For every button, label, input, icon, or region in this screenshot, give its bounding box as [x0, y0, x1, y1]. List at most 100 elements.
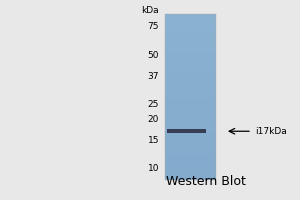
Bar	[165, 70, 216, 72]
Bar	[165, 39, 216, 41]
Bar	[165, 158, 216, 160]
Bar	[165, 157, 216, 158]
Bar	[165, 59, 216, 60]
Bar	[165, 114, 216, 115]
Bar	[165, 109, 216, 110]
Bar	[165, 79, 216, 80]
Bar	[165, 104, 216, 105]
Bar	[165, 130, 216, 132]
Text: 15: 15	[148, 136, 159, 145]
Bar	[165, 132, 216, 134]
Bar	[165, 162, 216, 163]
Bar	[165, 160, 216, 162]
Bar	[165, 29, 216, 31]
Bar	[165, 22, 216, 24]
Bar	[165, 46, 216, 47]
Bar	[165, 110, 216, 112]
Bar	[165, 165, 216, 167]
Bar	[165, 84, 216, 85]
Bar	[165, 85, 216, 87]
Bar	[165, 135, 216, 137]
Bar	[165, 36, 216, 37]
Bar	[165, 27, 216, 29]
Bar	[165, 17, 216, 19]
Bar	[165, 32, 216, 34]
Bar	[165, 42, 216, 44]
Text: kDa: kDa	[141, 6, 159, 15]
Bar	[165, 153, 216, 155]
Bar	[165, 60, 216, 62]
Bar	[165, 168, 216, 170]
Bar	[165, 14, 216, 180]
Bar	[165, 178, 216, 180]
Bar	[165, 21, 216, 22]
Text: 75: 75	[148, 22, 159, 31]
Text: 20: 20	[148, 115, 159, 124]
Bar	[165, 147, 216, 148]
Bar	[165, 115, 216, 117]
Bar	[165, 92, 216, 94]
Bar	[165, 167, 216, 168]
Bar	[165, 69, 216, 70]
Bar	[165, 150, 216, 152]
Bar	[167, 129, 206, 133]
Bar	[165, 16, 216, 17]
Bar	[165, 41, 216, 42]
Bar	[165, 172, 216, 173]
Bar	[165, 82, 216, 84]
Bar	[165, 31, 216, 32]
Bar	[165, 155, 216, 157]
Bar	[165, 54, 216, 55]
Bar	[165, 90, 216, 92]
Bar	[165, 137, 216, 138]
Bar	[165, 80, 216, 82]
Text: 37: 37	[148, 72, 159, 81]
Bar	[165, 124, 216, 125]
Bar	[165, 37, 216, 39]
Bar	[165, 122, 216, 124]
Text: ⅰ17kDa: ⅰ17kDa	[255, 127, 287, 136]
Bar	[165, 75, 216, 77]
Bar	[165, 102, 216, 104]
Bar	[165, 77, 216, 79]
Bar	[165, 145, 216, 147]
Bar	[165, 107, 216, 109]
Bar	[165, 89, 216, 90]
Bar	[165, 72, 216, 74]
Bar	[165, 34, 216, 36]
Bar	[165, 100, 216, 102]
Bar	[165, 142, 216, 143]
Text: 25: 25	[148, 100, 159, 109]
Bar	[165, 64, 216, 65]
Bar	[165, 49, 216, 51]
Bar	[165, 119, 216, 120]
Bar	[165, 47, 216, 49]
Text: 10: 10	[148, 164, 159, 173]
Bar	[165, 94, 216, 95]
Bar	[165, 51, 216, 52]
Bar	[165, 97, 216, 99]
Bar	[165, 140, 216, 142]
Bar	[165, 129, 216, 130]
Bar	[165, 74, 216, 75]
Bar	[165, 62, 216, 64]
Bar	[165, 24, 216, 26]
Bar	[165, 112, 216, 114]
Bar	[165, 152, 216, 153]
Bar	[165, 173, 216, 175]
Bar	[165, 55, 216, 57]
Bar	[165, 87, 216, 89]
Bar	[165, 163, 216, 165]
Bar	[165, 65, 216, 67]
Bar	[165, 99, 216, 100]
Bar	[165, 125, 216, 127]
Text: 50: 50	[148, 51, 159, 60]
Bar	[165, 52, 216, 54]
Bar	[165, 134, 216, 135]
Bar	[165, 143, 216, 145]
Bar	[165, 44, 216, 46]
Bar	[165, 67, 216, 69]
Bar	[165, 148, 216, 150]
Text: Western Blot: Western Blot	[166, 175, 245, 188]
Bar	[165, 95, 216, 97]
